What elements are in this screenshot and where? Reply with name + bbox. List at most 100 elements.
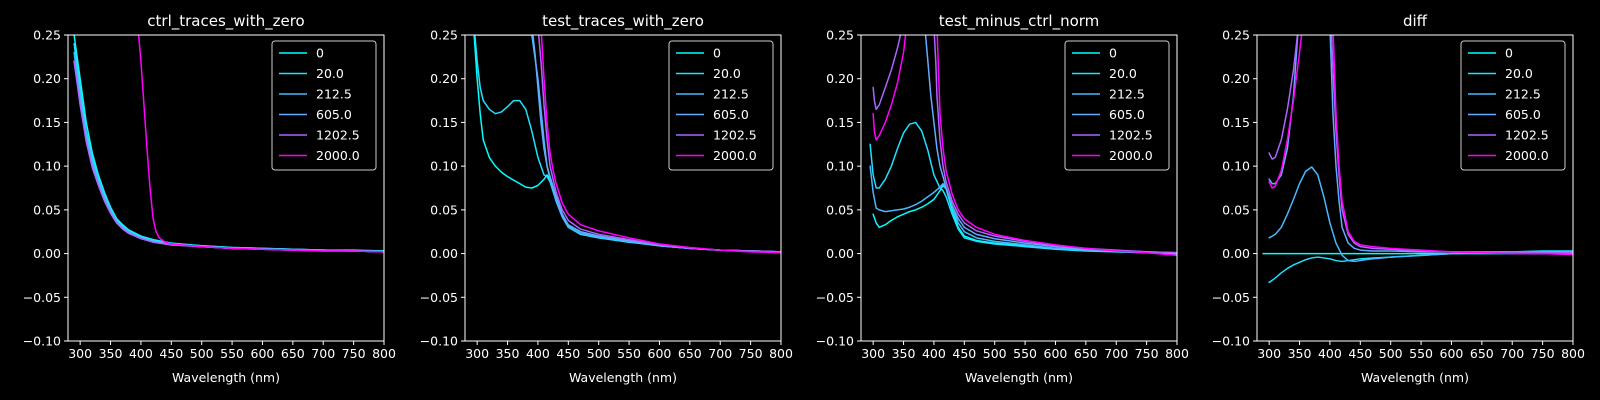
- chart-panels: ctrl_traces_with_zero 300 350 400 450 500 550 6…: [23, 12, 1585, 385]
- legend-label: 605.0: [1505, 107, 1541, 122]
- legend-label: 20.0: [1109, 66, 1137, 81]
- chart-panel-3: test_minus_ctrl_norm 300 350 400 450 500 550 60…: [816, 12, 1189, 385]
- x-tick-label: 550: [617, 346, 641, 361]
- x-tick-label: 600: [648, 346, 672, 361]
- y-tick-label: 0.00: [33, 246, 61, 261]
- x-tick-label: 500: [190, 346, 214, 361]
- x-axis-label: Wavelength (nm): [1361, 370, 1469, 385]
- x-tick-label: 650: [678, 346, 702, 361]
- y-tick-label: 0.00: [826, 246, 854, 261]
- x-axis-label: Wavelength (nm): [172, 370, 280, 385]
- x-tick-label: 450: [159, 346, 183, 361]
- x-tick-label: 750: [342, 346, 366, 361]
- y-tick-label: −0.10: [420, 334, 458, 349]
- chart-title: test_traces_with_zero: [542, 12, 704, 31]
- x-tick-label: 550: [1013, 346, 1037, 361]
- x-tick-label: 650: [281, 346, 305, 361]
- series-line-212.5: [1268, 166, 1573, 263]
- legend-label: 1202.5: [713, 128, 757, 143]
- legend: 0 20.0 212.5 605.0 1202.5 2000.0: [668, 40, 774, 171]
- y-tick-label: 0.05: [430, 202, 458, 217]
- x-tick-label: 400: [1318, 346, 1342, 361]
- legend-label: 20.0: [316, 66, 344, 81]
- y-tick-label: 0.20: [826, 71, 854, 86]
- x-tick-label: 800: [769, 346, 793, 361]
- legend-label: 2000.0: [1109, 148, 1153, 163]
- x-tick-label: 400: [526, 346, 550, 361]
- legend-label: 20.0: [713, 66, 741, 81]
- y-tick-label: 0.15: [826, 115, 854, 130]
- x-tick-label: 500: [587, 346, 611, 361]
- x-tick-label: 600: [1044, 346, 1068, 361]
- y-tick-label: −0.05: [23, 290, 61, 305]
- legend-label: 2000.0: [1505, 148, 1549, 163]
- y-tick-label: −0.05: [1212, 290, 1250, 305]
- plot-frame: [1256, 34, 1574, 342]
- series-line-2000.0: [137, 35, 384, 253]
- x-tick-label: 300: [465, 346, 489, 361]
- plot-frame: [464, 34, 782, 342]
- series-lines: [869, 35, 1177, 257]
- legend-label: 0: [713, 46, 721, 61]
- legend-label: 212.5: [1109, 87, 1145, 102]
- x-tick-label: 550: [220, 346, 244, 361]
- x-tick-label: 350: [1288, 346, 1312, 361]
- y-tick-label: 0.25: [826, 28, 854, 43]
- chart-panel-4: diff 300 350 400 450 500 550 600 650 700 750 800 −0.…: [1212, 12, 1585, 385]
- x-tick-label: 300: [68, 346, 92, 361]
- legend-label: 1202.5: [1109, 128, 1153, 143]
- y-tick-label: 0.20: [430, 71, 458, 86]
- x-tick-label: 400: [922, 346, 946, 361]
- x-tick-label: 700: [1104, 346, 1128, 361]
- series-line-1202.5: [872, 35, 1177, 254]
- x-tick-label: 750: [739, 346, 763, 361]
- y-tick-label: −0.10: [1212, 334, 1250, 349]
- x-tick-label: 800: [372, 346, 396, 361]
- legend-label: 1202.5: [1505, 128, 1549, 143]
- y-tick-label: 0.00: [1222, 246, 1250, 261]
- plot-frame: [67, 34, 385, 342]
- legend-label: 212.5: [316, 87, 352, 102]
- chart-title: diff: [1403, 12, 1428, 30]
- legend-label: 0: [1109, 46, 1117, 61]
- x-tick-label: 700: [708, 346, 732, 361]
- x-tick-label: 600: [1440, 346, 1464, 361]
- x-tick-label: 600: [251, 346, 275, 361]
- series-line-605.0: [924, 35, 1177, 254]
- y-tick-label: 0.20: [33, 71, 61, 86]
- x-tick-label: 350: [496, 346, 520, 361]
- legend-label: 0: [316, 46, 324, 61]
- y-tick-label: 0.25: [430, 28, 458, 43]
- series-line-2000.0: [872, 35, 1177, 257]
- series-lines: [473, 35, 781, 254]
- x-tick-label: 700: [1500, 346, 1524, 361]
- y-tick-label: 0.25: [1222, 28, 1250, 43]
- x-axis-label: Wavelength (nm): [569, 370, 677, 385]
- y-tick-label: 0.05: [1222, 202, 1250, 217]
- series-line-212.5: [869, 165, 1177, 254]
- legend: 0 20.0 212.5 605.0 1202.5 2000.0: [1460, 40, 1566, 171]
- x-tick-label: 450: [1348, 346, 1372, 361]
- x-tick-label: 500: [983, 346, 1007, 361]
- legend-label: 212.5: [713, 87, 749, 102]
- series-line-2000.0: [540, 35, 781, 254]
- y-tick-label: −0.05: [420, 290, 458, 305]
- y-tick-label: 0.20: [1222, 71, 1250, 86]
- series-lines: [1262, 35, 1573, 284]
- chart-title: test_minus_ctrl_norm: [939, 12, 1100, 31]
- y-tick-label: 0.05: [33, 202, 61, 217]
- y-tick-label: 0.10: [1222, 159, 1250, 174]
- x-axis-label: Wavelength (nm): [965, 370, 1073, 385]
- legend-label: 605.0: [316, 107, 352, 122]
- x-tick-label: 350: [99, 346, 123, 361]
- x-tick-label: 800: [1165, 346, 1189, 361]
- y-tick-label: 0.00: [430, 246, 458, 261]
- x-tick-label: 700: [311, 346, 335, 361]
- legend-label: 212.5: [1505, 87, 1541, 102]
- y-tick-label: 0.15: [430, 115, 458, 130]
- x-tick-label: 450: [556, 346, 580, 361]
- plot-frame: [860, 34, 1178, 342]
- y-tick-label: 0.05: [826, 202, 854, 217]
